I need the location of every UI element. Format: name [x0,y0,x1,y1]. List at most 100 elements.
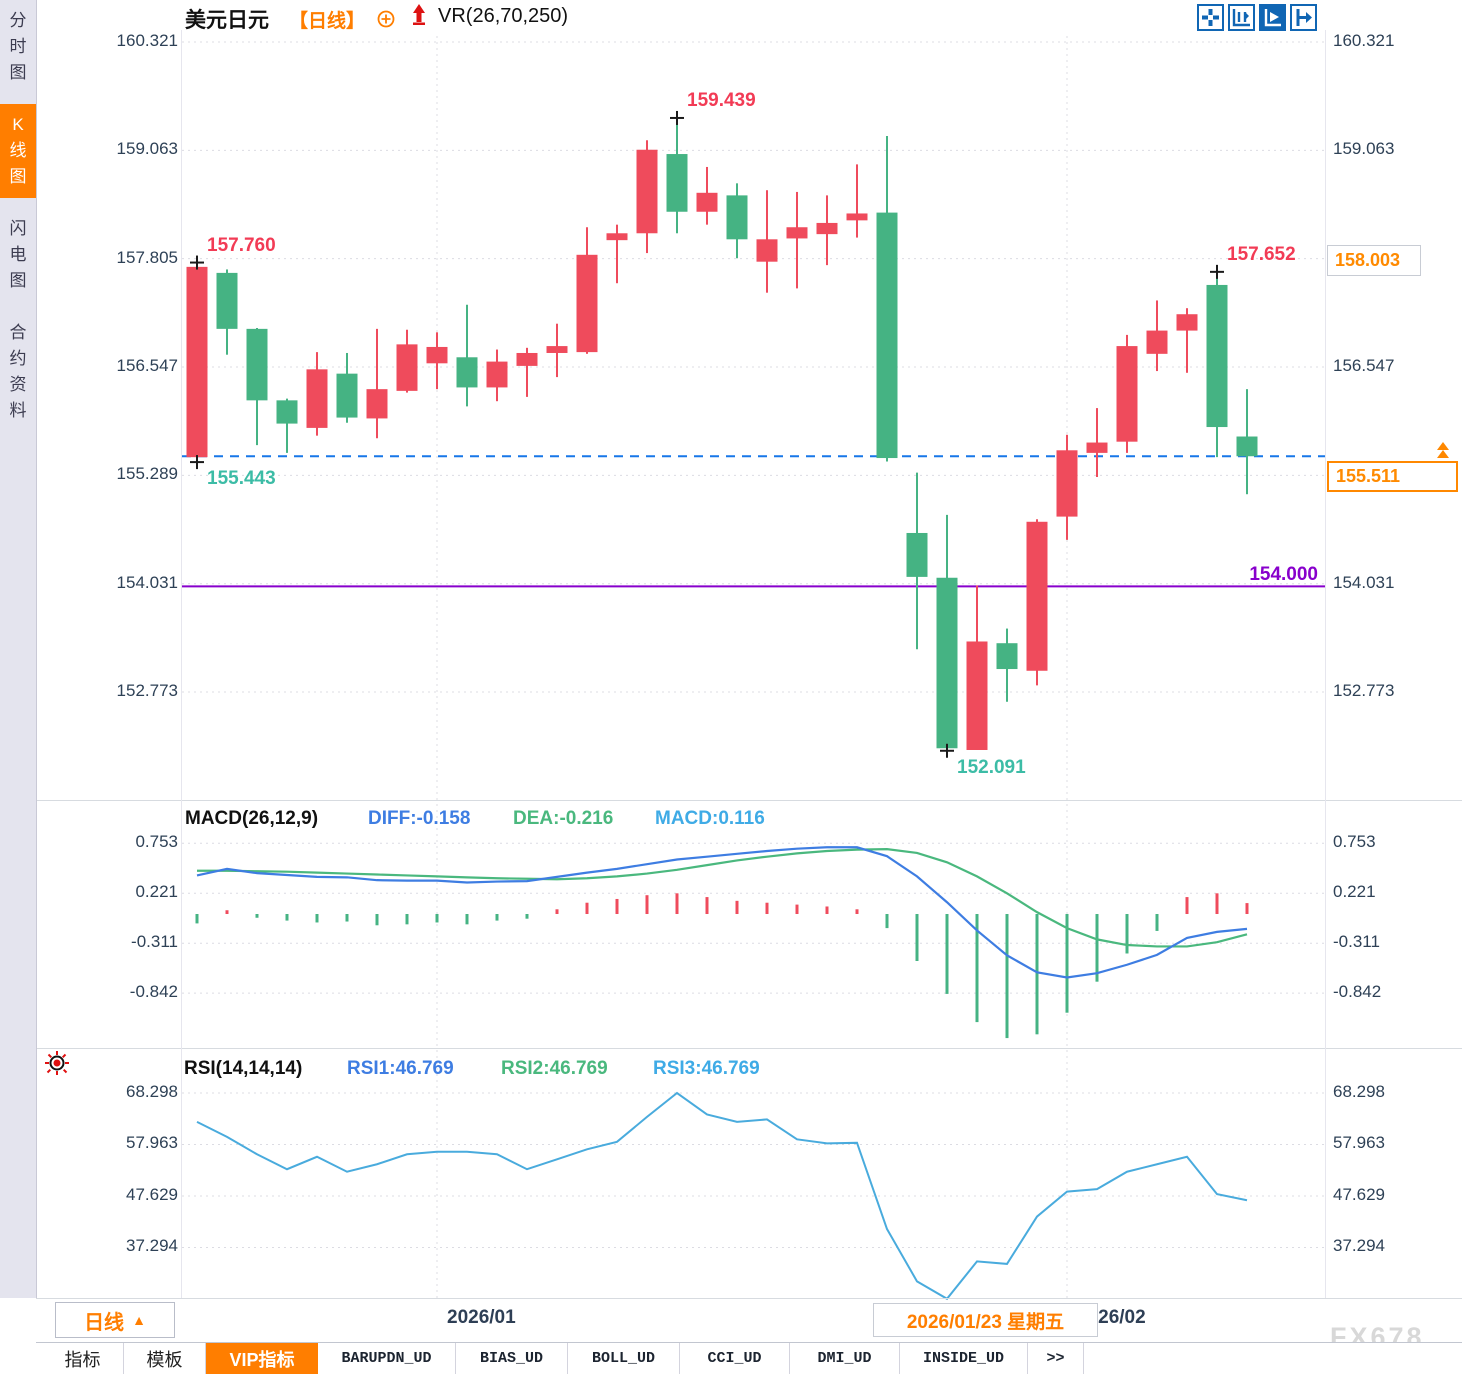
macd-histogram-bar [225,910,229,914]
go-latest-icon[interactable] [1290,4,1317,31]
macd-dea-line [197,848,1248,948]
macd-histogram-bar [585,902,589,914]
panel-divider[interactable] [36,800,1462,801]
crosshair-move-icon[interactable] [1197,4,1224,31]
macd-axis-label: 0.753 [135,832,178,852]
macd-histogram-bar [465,914,469,925]
rsi-axis-label: 47.629 [126,1184,178,1204]
macd-histogram-bar [1125,914,1129,954]
rsi-axis-label: 68.298 [1333,1082,1385,1101]
macd-histogram-bar [435,914,439,923]
y-axis-label: 152.773 [116,681,178,701]
sidebar-tab-闪电图[interactable]: 闪电图 [0,208,36,302]
candle-body [336,373,358,418]
candle-body [366,389,388,419]
macd-axis-label: -0.842 [129,982,178,1002]
candle-body [786,227,808,239]
macd-histogram-bar [525,914,529,919]
macd-histogram-bar [615,898,619,914]
sidebar-tab-char: 线 [9,141,27,160]
bottom-tab-BARUPDN_UD[interactable]: BARUPDN_UD [318,1343,456,1374]
bottom-tab-VIP指标[interactable]: VIP指标 [206,1343,318,1374]
support-line-label: 154.000 [1249,564,1318,585]
bottom-tab-指标[interactable]: 指标 [42,1343,124,1374]
sidebar-tab-char: 料 [9,401,27,420]
macd-histogram-bar [855,909,859,914]
candle-body [426,346,448,364]
macd-histogram-bar [495,914,499,921]
current-price-tag: 155.511 [1327,461,1458,492]
macd-histogram-bar [825,906,829,914]
bottom-tab-INSIDE_UD[interactable]: INSIDE_UD [900,1343,1028,1374]
macd-histogram-bar [1245,903,1249,914]
rsi3-value: RSI3:46.769 [653,1058,760,1079]
macd-histogram-bar [705,897,709,914]
rsi-axis-label: 37.294 [1333,1236,1385,1256]
macd-histogram-bar [1005,914,1009,1039]
bottom-tab->>[interactable]: >> [1028,1343,1084,1374]
macd-histogram-bar [765,902,769,914]
macd-diff-value: DIFF:-0.158 [368,808,471,829]
macd-histogram-bar [555,909,559,914]
candle-body [456,357,478,388]
y-axis-label: 159.063 [1333,139,1395,159]
candle-body [546,346,568,353]
rsi-axis-label: 57.963 [1333,1133,1385,1153]
candle-body [276,400,298,424]
candle-body [696,192,718,212]
bottom-tab-BOLL_UD[interactable]: BOLL_UD [568,1343,680,1374]
sidebar-tab-char: 分 [9,11,27,30]
macd-title[interactable]: MACD(26,12,9) [185,808,319,829]
price-marker-icon [1437,450,1449,458]
macd-histogram-bar [195,914,199,924]
period-tag: 【日线】 [289,11,366,32]
sidebar-tab-分时图[interactable]: 分时图 [0,0,36,94]
macd-histogram-bar [1155,914,1159,931]
period-selector[interactable]: 日线 ▲ [55,1302,175,1338]
rsi-title[interactable]: RSI(14,14,14) [184,1058,303,1079]
sidebar-tab-char: 闪 [9,219,27,238]
candle-body [216,272,238,329]
macd-histogram-bar [405,914,409,925]
symbol-title: 美元日元 [185,9,269,32]
rsi-axis-label: 68.298 [126,1082,178,1101]
macd-histogram-bar [345,914,349,922]
bottom-tab-CCI_UD[interactable]: CCI_UD [680,1343,790,1374]
live-target-icon[interactable] [44,1050,70,1076]
bottom-tab-模板[interactable]: 模板 [124,1343,206,1374]
bottom-tab-BIAS_UD[interactable]: BIAS_UD [456,1343,568,1374]
rsi-axis-label: 57.963 [126,1133,178,1153]
candle-body [756,239,778,262]
red-up-arrow-icon [413,4,425,25]
price-extreme-annotation: 152.091 [957,756,1026,778]
macd-histogram-bar [735,900,739,914]
circle-plus-icon[interactable] [377,10,395,28]
macd-histogram-bar [675,893,679,914]
candle-body [306,369,328,428]
macd-histogram-bar [975,914,979,1023]
candle-body [1206,284,1228,428]
sidebar-tab-合约资料[interactable]: 合约资料 [0,312,36,432]
candle-body [636,149,658,234]
bottom-tab-DMI_UD[interactable]: DMI_UD [790,1343,900,1374]
macd-histogram-bar [945,914,949,994]
candle-body [1176,314,1198,331]
rsi1-value: RSI1:46.769 [347,1058,454,1079]
auto-play-icon[interactable] [1259,4,1286,31]
macd-histogram-bar [1035,914,1039,1035]
candle-body [516,352,538,366]
macd-histogram-bar [915,914,919,961]
macd-axis-label: 0.753 [1333,832,1376,852]
candle-body [666,154,688,212]
panel-divider[interactable] [36,1048,1462,1049]
axis-scale-icon[interactable] [1228,4,1255,31]
candle-body [1056,450,1078,517]
macd-axis-label: 0.221 [135,882,178,902]
sidebar-tab-char: 约 [9,349,27,368]
macd-histogram-bar [1065,914,1069,1013]
candle-body [1236,436,1258,457]
